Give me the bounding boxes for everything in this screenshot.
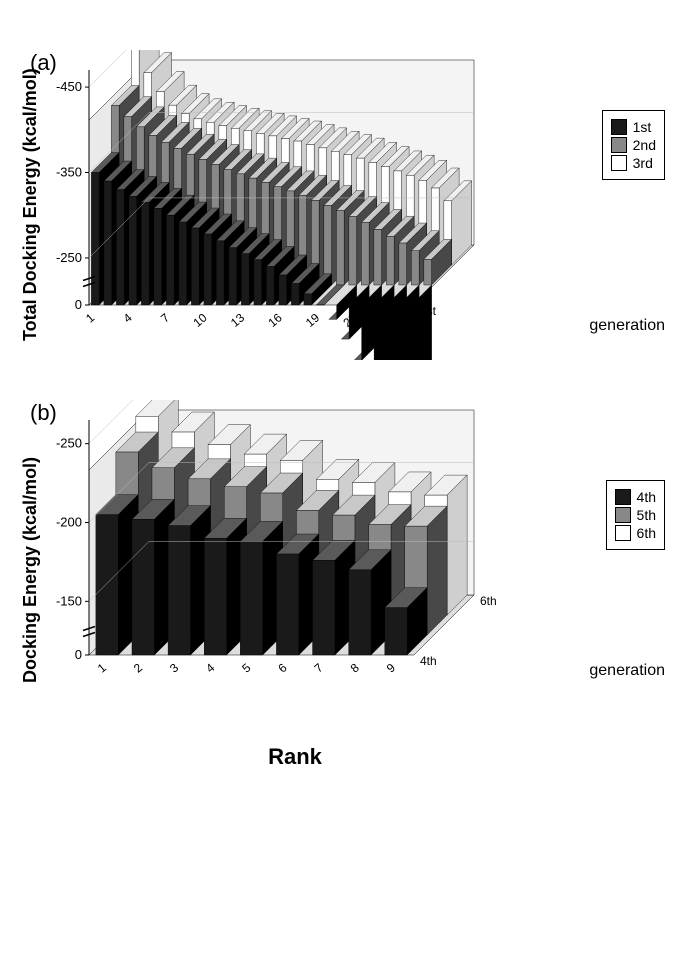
- svg-text:-200: -200: [56, 515, 82, 530]
- chart-b-gen-label: generation: [589, 662, 665, 680]
- svg-text:6: 6: [275, 660, 289, 675]
- svg-text:7: 7: [312, 660, 326, 675]
- svg-text:8: 8: [348, 660, 362, 675]
- svg-text:7: 7: [158, 310, 172, 325]
- legend-a-sw-2: [611, 155, 627, 171]
- svg-text:2: 2: [131, 660, 145, 675]
- chart-a-gen-label: generation: [589, 317, 665, 335]
- legend-b-txt-0: 4th: [637, 489, 656, 505]
- legend-b: 4th 5th 6th: [606, 480, 665, 550]
- legend-a-sw-0: [611, 119, 627, 135]
- legend-a-txt-1: 2nd: [633, 137, 656, 153]
- chart-b-wrap: Docking Energy (kcal/mol) 0 -150 -200 -250 1…: [20, 400, 665, 740]
- chart-b-x-label: Rank: [80, 744, 510, 770]
- legend-a-txt-2: 3rd: [633, 155, 653, 171]
- legend-b-sw-1: [615, 507, 631, 523]
- chart-b-y-label: Docking Energy (kcal/mol): [20, 425, 41, 715]
- svg-text:9: 9: [384, 660, 398, 675]
- svg-text:3: 3: [167, 660, 181, 675]
- legend-a: 1st 2nd 3rd: [602, 110, 665, 180]
- svg-text:6th: 6th: [480, 594, 497, 608]
- legend-b-txt-1: 5th: [637, 507, 656, 523]
- svg-text:16: 16: [265, 310, 284, 330]
- svg-text:1st: 1st: [420, 304, 437, 318]
- legend-a-sw-1: [611, 137, 627, 153]
- svg-text:10: 10: [190, 310, 209, 330]
- legend-a-txt-0: 1st: [633, 119, 652, 135]
- svg-text:0: 0: [75, 647, 82, 662]
- chart-a-wrap: Total Docking Energy (kcal/mol) 0 -250 -35…: [20, 50, 665, 360]
- svg-text:-250: -250: [56, 250, 82, 265]
- svg-text:1: 1: [83, 310, 97, 325]
- svg-text:5: 5: [239, 660, 253, 675]
- panel-b: (b) Docking Energy (kcal/mol) 0-150-200-…: [20, 400, 665, 770]
- svg-text:-250: -250: [56, 436, 82, 451]
- panel-a: (a) Total Docking Energy (kcal/mol) 0-25…: [20, 50, 665, 360]
- legend-b-txt-2: 6th: [637, 525, 656, 541]
- svg-text:0: 0: [75, 297, 82, 312]
- chart-a-y-label: Total Docking Energy (kcal/mol): [20, 60, 41, 350]
- legend-b-sw-2: [615, 525, 631, 541]
- svg-text:13: 13: [228, 310, 247, 330]
- chart-a: 0-250-350-4501471013161922251st: [49, 50, 549, 360]
- svg-text:4: 4: [121, 310, 135, 325]
- svg-text:19: 19: [303, 310, 322, 330]
- svg-text:-450: -450: [56, 79, 82, 94]
- svg-text:1: 1: [95, 660, 109, 675]
- legend-b-sw-0: [615, 489, 631, 505]
- svg-text:4th: 4th: [420, 654, 437, 668]
- svg-text:-150: -150: [56, 593, 82, 608]
- svg-text:-350: -350: [56, 165, 82, 180]
- chart-b: 0 -150 -200 -250 1 2 3 4 5 6 7 8 9 4th 6th: [49, 400, 549, 740]
- svg-text:4: 4: [203, 660, 217, 675]
